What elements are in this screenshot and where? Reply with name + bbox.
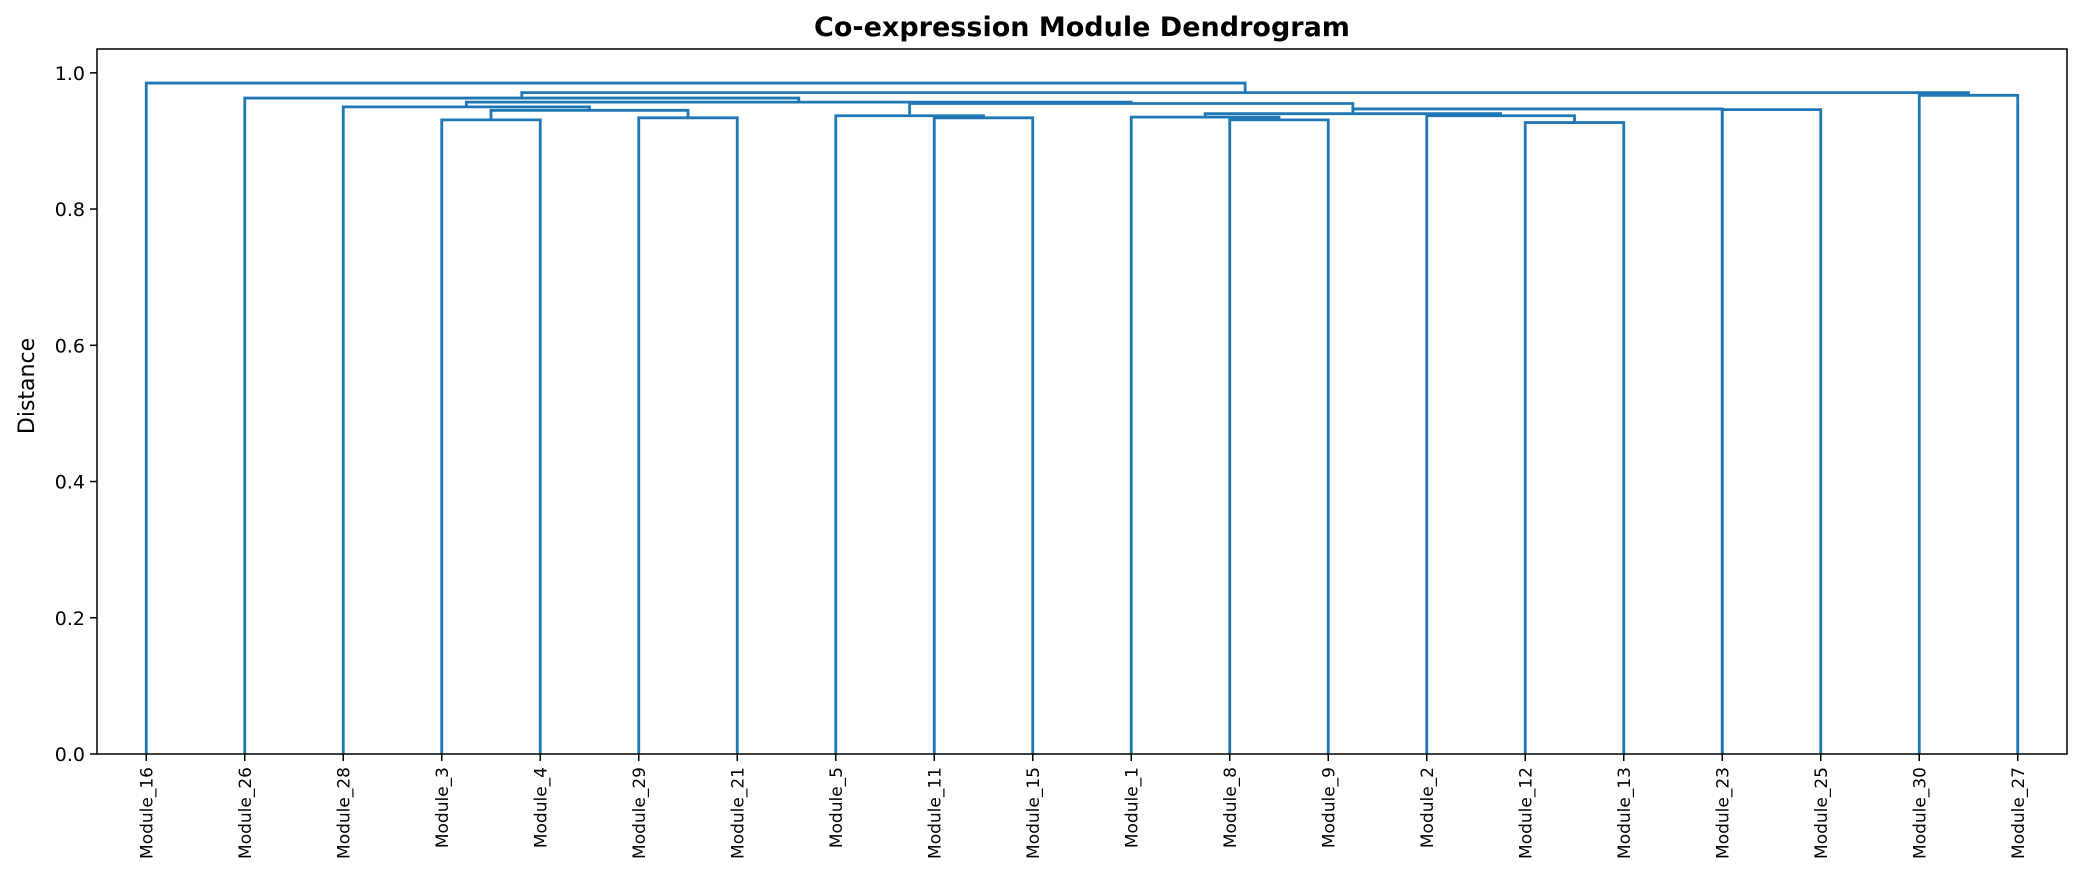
chart-title: Co-expression Module Dendrogram xyxy=(814,12,1350,43)
y-tick-label: 0.4 xyxy=(55,472,85,494)
dendrogram-link xyxy=(1228,118,1330,754)
leaf-label: Module_27 xyxy=(2009,767,2029,859)
dendrogram-link xyxy=(243,96,801,754)
dendrogram-link xyxy=(1351,107,1724,754)
y-tick-label: 0.6 xyxy=(55,335,85,357)
y-tick-label: 0.0 xyxy=(55,744,85,766)
dendrogram-link xyxy=(1720,108,1823,754)
leaf-label: Module_28 xyxy=(334,767,354,859)
leaf-label: Module_1 xyxy=(1122,767,1142,848)
dendrogram-links xyxy=(144,81,2020,754)
leaf-label: Module_11 xyxy=(925,767,945,859)
leaf-label: Module_12 xyxy=(1516,767,1536,859)
leaf-label: Module_23 xyxy=(1713,767,1733,859)
leaf-label: Module_30 xyxy=(1910,767,1930,859)
dendrogram-link xyxy=(637,116,739,754)
dendrogram-link xyxy=(144,81,1247,754)
leaf-label: Module_29 xyxy=(630,767,650,859)
dendrogram-link xyxy=(834,114,985,754)
y-tick-label: 1.0 xyxy=(55,63,85,85)
leaf-label: Module_9 xyxy=(1319,767,1339,848)
y-tick-label: 0.8 xyxy=(55,199,85,221)
y-tick-label: 0.2 xyxy=(55,608,85,630)
y-axis-label: Distance xyxy=(15,338,40,434)
leaf-label: Module_26 xyxy=(236,767,256,859)
dendrogram-link xyxy=(1425,114,1576,754)
leaf-label: Module_21 xyxy=(728,767,748,859)
leaf-label: Module_5 xyxy=(827,767,847,848)
leaf-label: Module_15 xyxy=(1024,767,1044,859)
dendrogram-link xyxy=(932,116,1035,754)
leaf-label: Module_16 xyxy=(137,767,157,859)
leaf-label: Module_2 xyxy=(1418,767,1438,848)
plot-frame xyxy=(96,48,2068,755)
dendrogram-link xyxy=(341,105,591,754)
dendrogram-link xyxy=(908,102,1355,116)
leaf-label: Module_25 xyxy=(1812,767,1832,859)
leaf-label: Module_13 xyxy=(1615,767,1635,859)
dendrogram-link xyxy=(1129,115,1281,754)
leaf-label: Module_8 xyxy=(1221,767,1241,848)
leaf-label: Module_4 xyxy=(531,767,551,848)
x-axis-ticks: Module_16 Module_26 Module_28 Module_3 Modul… xyxy=(137,754,2029,859)
dendrogram-link xyxy=(1523,121,1626,754)
dendrogram-link xyxy=(1917,93,2020,754)
dendrogram-link xyxy=(440,118,542,754)
y-axis-ticks: 0.0 0.2 0.4 0.6 0.8 1.0 xyxy=(55,63,97,766)
leaf-label: Module_3 xyxy=(433,767,453,848)
